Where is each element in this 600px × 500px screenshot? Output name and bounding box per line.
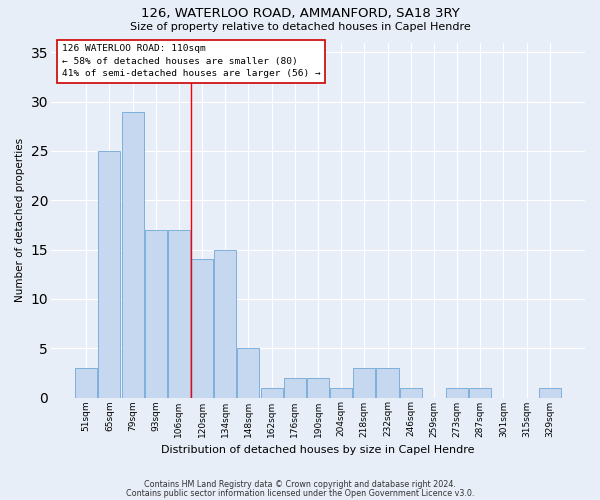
Text: 126 WATERLOO ROAD: 110sqm
← 58% of detached houses are smaller (80)
41% of semi-: 126 WATERLOO ROAD: 110sqm ← 58% of detac… <box>62 44 320 78</box>
Text: Contains HM Land Registry data © Crown copyright and database right 2024.: Contains HM Land Registry data © Crown c… <box>144 480 456 489</box>
Bar <box>353 368 376 398</box>
Bar <box>145 230 167 398</box>
Bar <box>469 388 491 398</box>
Bar <box>539 388 561 398</box>
Bar <box>376 368 398 398</box>
Bar <box>260 388 283 398</box>
Bar <box>284 378 306 398</box>
Bar <box>191 260 213 398</box>
Bar <box>307 378 329 398</box>
Bar <box>214 250 236 398</box>
X-axis label: Distribution of detached houses by size in Capel Hendre: Distribution of detached houses by size … <box>161 445 475 455</box>
Text: 126, WATERLOO ROAD, AMMANFORD, SA18 3RY: 126, WATERLOO ROAD, AMMANFORD, SA18 3RY <box>140 8 460 20</box>
Text: Contains public sector information licensed under the Open Government Licence v3: Contains public sector information licen… <box>126 489 474 498</box>
Bar <box>75 368 97 398</box>
Bar <box>238 348 259 398</box>
Bar <box>330 388 352 398</box>
Bar <box>168 230 190 398</box>
Y-axis label: Number of detached properties: Number of detached properties <box>15 138 25 302</box>
Bar <box>400 388 422 398</box>
Bar <box>122 112 143 398</box>
Text: Size of property relative to detached houses in Capel Hendre: Size of property relative to detached ho… <box>130 22 470 32</box>
Bar <box>446 388 468 398</box>
Bar <box>98 151 121 398</box>
